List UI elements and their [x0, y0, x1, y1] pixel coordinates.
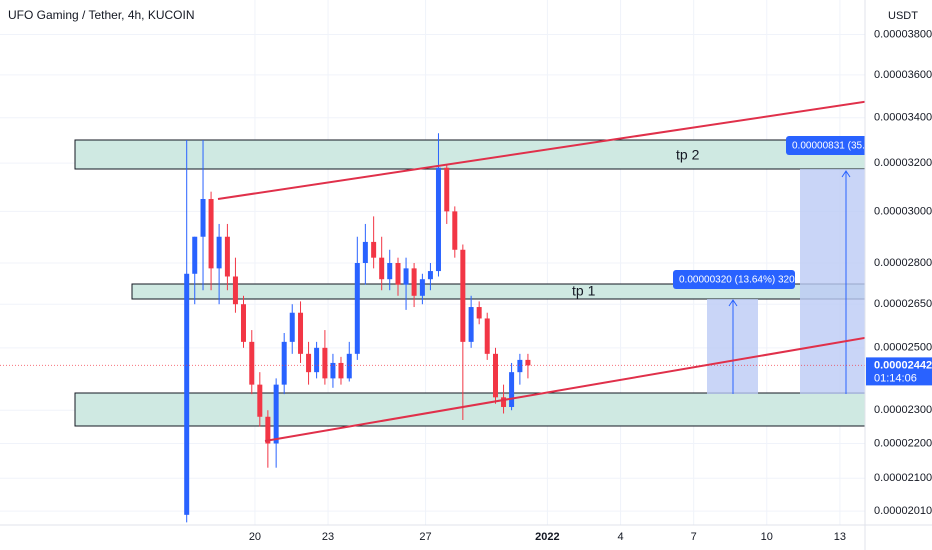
candle-body — [525, 359, 531, 366]
y-tick-label: 0.00003800 — [874, 28, 932, 40]
chart-title: UFO Gaming / Tether, 4h, KUCOIN — [8, 8, 195, 22]
candle-body — [273, 384, 279, 444]
candle-body — [460, 249, 466, 342]
candle-body — [403, 268, 409, 285]
arrow-head — [728, 299, 738, 307]
currency: USDT — [888, 10, 918, 22]
measure-box — [800, 169, 865, 394]
candle-body — [379, 257, 385, 280]
candle-body — [208, 198, 214, 269]
tp1-label: tp 1 — [572, 283, 596, 299]
x-tick-label: 7 — [691, 531, 697, 543]
x-tick-label: 13 — [834, 531, 846, 543]
trendline — [217, 100, 865, 200]
candle-body — [306, 353, 312, 373]
y-tick-label: 0.00003200 — [874, 157, 932, 169]
candle-body — [338, 362, 344, 379]
y-tick-label: 0.00002010 — [874, 505, 932, 517]
candle-body — [354, 263, 360, 354]
measure-label-box — [786, 136, 865, 155]
candle-body — [427, 271, 433, 280]
candle-body — [314, 347, 320, 373]
last-price-box — [866, 357, 932, 386]
grid — [0, 0, 865, 525]
candle-body — [200, 198, 206, 237]
measure-label: 0.00000831 (35.3 — [792, 141, 871, 152]
candle-body — [224, 236, 230, 277]
y-tick-label: 0.00003400 — [874, 112, 932, 124]
candle-body — [330, 362, 336, 379]
candle-body — [322, 347, 328, 379]
candle-body — [362, 241, 368, 264]
y-tick-label: 0.00002200 — [874, 437, 932, 449]
candle-body — [249, 341, 255, 385]
tp2-zone — [74, 139, 865, 170]
x-tick-label: 27 — [419, 531, 431, 543]
candle-body — [444, 167, 450, 212]
last-price-label: 0.00002442 — [874, 359, 932, 371]
trendlines: 0.00000320 (13.64%) 320 0.00000831 (35.3 — [217, 100, 871, 442]
x-tick-label: 23 — [322, 531, 334, 543]
y-tick-label: 0.00002100 — [874, 472, 932, 484]
y-tick-label: 0.00002650 — [874, 298, 932, 310]
candles — [0, 133, 865, 523]
candle-body — [346, 353, 352, 379]
y-tick-label: 0.00003600 — [874, 69, 932, 81]
x-tick-label: 20 — [249, 531, 261, 543]
candle-body — [484, 318, 490, 354]
candle-body — [419, 279, 425, 296]
candle-body — [501, 397, 507, 407]
x-tick-label: 2022 — [535, 531, 559, 543]
axes: 0.00003800 0.00003600 0.00003400 0.00003200… — [249, 28, 932, 543]
candle-body — [476, 307, 482, 319]
candle-body — [493, 353, 499, 398]
candle-body — [265, 416, 271, 444]
candle-body — [411, 268, 417, 296]
candle-body — [468, 307, 474, 342]
candle-body — [371, 241, 377, 258]
candle-body — [298, 312, 304, 354]
candle-body — [257, 384, 263, 417]
candle-body — [216, 236, 222, 269]
countdown: 01:14:06 — [874, 372, 917, 384]
candle-body — [435, 167, 441, 272]
x-tick-label: 10 — [761, 531, 773, 543]
measure-label: 0.00000320 (13.64%) 320 — [679, 275, 795, 286]
candle-body — [395, 263, 401, 285]
trendline — [264, 336, 865, 442]
y-tick-label: 0.00002500 — [874, 342, 932, 354]
x-tick-label: 4 — [617, 531, 623, 543]
y-tick-label: 0.00002800 — [874, 257, 932, 269]
y-tick-label: 0.00002300 — [874, 404, 932, 416]
candle-body — [289, 312, 295, 342]
candle-body — [184, 273, 190, 515]
candle-body — [232, 276, 238, 305]
candle-body — [452, 211, 458, 250]
support-zone — [74, 392, 865, 427]
candle-body — [509, 372, 515, 407]
y-tick-label: 0.00003000 — [874, 205, 932, 217]
arrow-head — [841, 170, 851, 178]
candle-body — [517, 359, 523, 373]
candle-body — [192, 236, 198, 274]
measure-label-box — [673, 270, 795, 289]
tp2-label: tp 2 — [676, 147, 700, 163]
candle-body — [281, 341, 287, 385]
candle-body — [240, 304, 246, 342]
candle-body — [387, 263, 393, 280]
